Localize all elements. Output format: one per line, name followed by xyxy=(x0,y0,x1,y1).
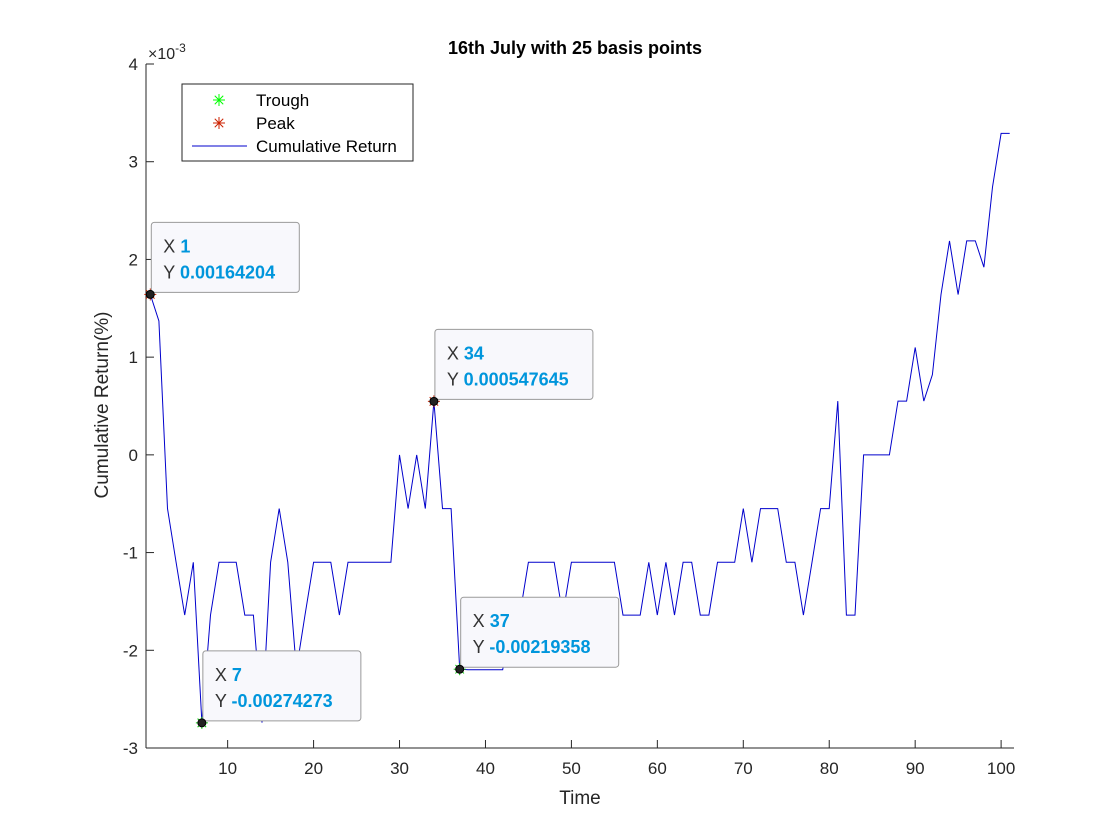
datatip[interactable]: X 34Y 0.000547645 xyxy=(429,328,594,406)
x-tick-label: 80 xyxy=(820,759,839,778)
legend-star-swatch xyxy=(213,117,225,129)
datatip-x-row: X 7 xyxy=(215,665,242,685)
datatip-x-value: 7 xyxy=(232,665,242,685)
legend-label: Trough xyxy=(256,91,309,110)
x-tick-label: 70 xyxy=(734,759,753,778)
datatip[interactable]: X 37Y -0.00219358 xyxy=(455,596,620,674)
datatip-box xyxy=(460,596,620,668)
datatip-x-value: 1 xyxy=(180,236,190,256)
datatip-x-value: 37 xyxy=(490,611,510,631)
datatip-y-label: Y xyxy=(215,691,232,711)
datatip-box xyxy=(434,328,594,400)
y-tick-label: 0 xyxy=(129,446,138,465)
datatip-x-value: 34 xyxy=(464,343,484,363)
datatip-x-label: X xyxy=(473,611,490,631)
y-tick-label: 3 xyxy=(129,153,138,172)
x-tick-label: 30 xyxy=(390,759,409,778)
y-tick-label: -1 xyxy=(123,544,138,563)
datatip-y-label: Y xyxy=(447,369,464,389)
datatip-marker xyxy=(197,718,207,728)
datatip[interactable]: X 1Y 0.00164204 xyxy=(145,221,300,299)
datatip-x-label: X xyxy=(163,236,180,256)
datatip-box xyxy=(202,650,362,722)
datatip-y-value: 0.00164204 xyxy=(180,262,275,282)
y-exponent-base: ×10 xyxy=(148,46,175,63)
legend-label: Peak xyxy=(256,114,295,133)
datatip-y-row: Y 0.000547645 xyxy=(447,369,569,389)
legend[interactable]: Trough Peak Cumulative Return xyxy=(181,83,414,162)
datatip-x-row: X 37 xyxy=(473,611,510,631)
svg-text:×10-3: ×10-3 xyxy=(148,41,186,63)
legend-item[interactable]: Trough xyxy=(213,91,309,110)
datatip-box xyxy=(150,221,300,293)
legend-item[interactable]: Cumulative Return xyxy=(192,137,397,156)
datatip-marker xyxy=(145,289,155,299)
y-axis-exponent: ×10-3 xyxy=(148,41,186,63)
x-tick-label: 60 xyxy=(648,759,667,778)
legend-star-swatch xyxy=(213,94,225,106)
chart-title: 16th July with 25 basis points xyxy=(448,38,702,58)
datatip-y-row: Y -0.00219358 xyxy=(473,637,591,657)
y-tick-label: -3 xyxy=(123,739,138,758)
datatip-y-row: Y 0.00164204 xyxy=(163,262,275,282)
y-exponent-power: -3 xyxy=(175,41,186,55)
datatip-x-row: X 34 xyxy=(447,343,484,363)
y-tick-label: -2 xyxy=(123,641,138,660)
datatip-marker xyxy=(429,396,439,406)
y-tick-label: 1 xyxy=(129,348,138,367)
y-tick-label: 2 xyxy=(129,250,138,269)
datatip-x-row: X 1 xyxy=(163,236,190,256)
x-tick-label: 40 xyxy=(476,759,495,778)
datatip-y-label: Y xyxy=(473,637,490,657)
x-tick-label: 50 xyxy=(562,759,581,778)
datatip-y-value: 0.000547645 xyxy=(464,369,569,389)
datatip-y-value: -0.00219358 xyxy=(489,637,590,657)
datatip-x-label: X xyxy=(215,665,232,685)
series-line-cumulative-return xyxy=(149,132,1010,723)
datatip-x-label: X xyxy=(447,343,464,363)
datatip[interactable]: X 7Y -0.00274273 xyxy=(197,650,362,728)
datatip-marker xyxy=(455,664,465,674)
x-tick-label: 20 xyxy=(304,759,323,778)
y-axis-label: Cumulative Return(%) xyxy=(92,312,113,499)
x-tick-label: 90 xyxy=(906,759,925,778)
legend-label: Cumulative Return xyxy=(256,137,397,156)
datatip-y-label: Y xyxy=(163,262,180,282)
y-tick-label: 4 xyxy=(129,55,138,74)
x-axis-label: Time xyxy=(559,788,601,809)
x-tick-label: 100 xyxy=(987,759,1015,778)
x-tick-label: 10 xyxy=(218,759,237,778)
legend-item[interactable]: Peak xyxy=(213,114,295,133)
datatip-y-row: Y -0.00274273 xyxy=(215,691,333,711)
datatip-y-value: -0.00274273 xyxy=(232,691,333,711)
